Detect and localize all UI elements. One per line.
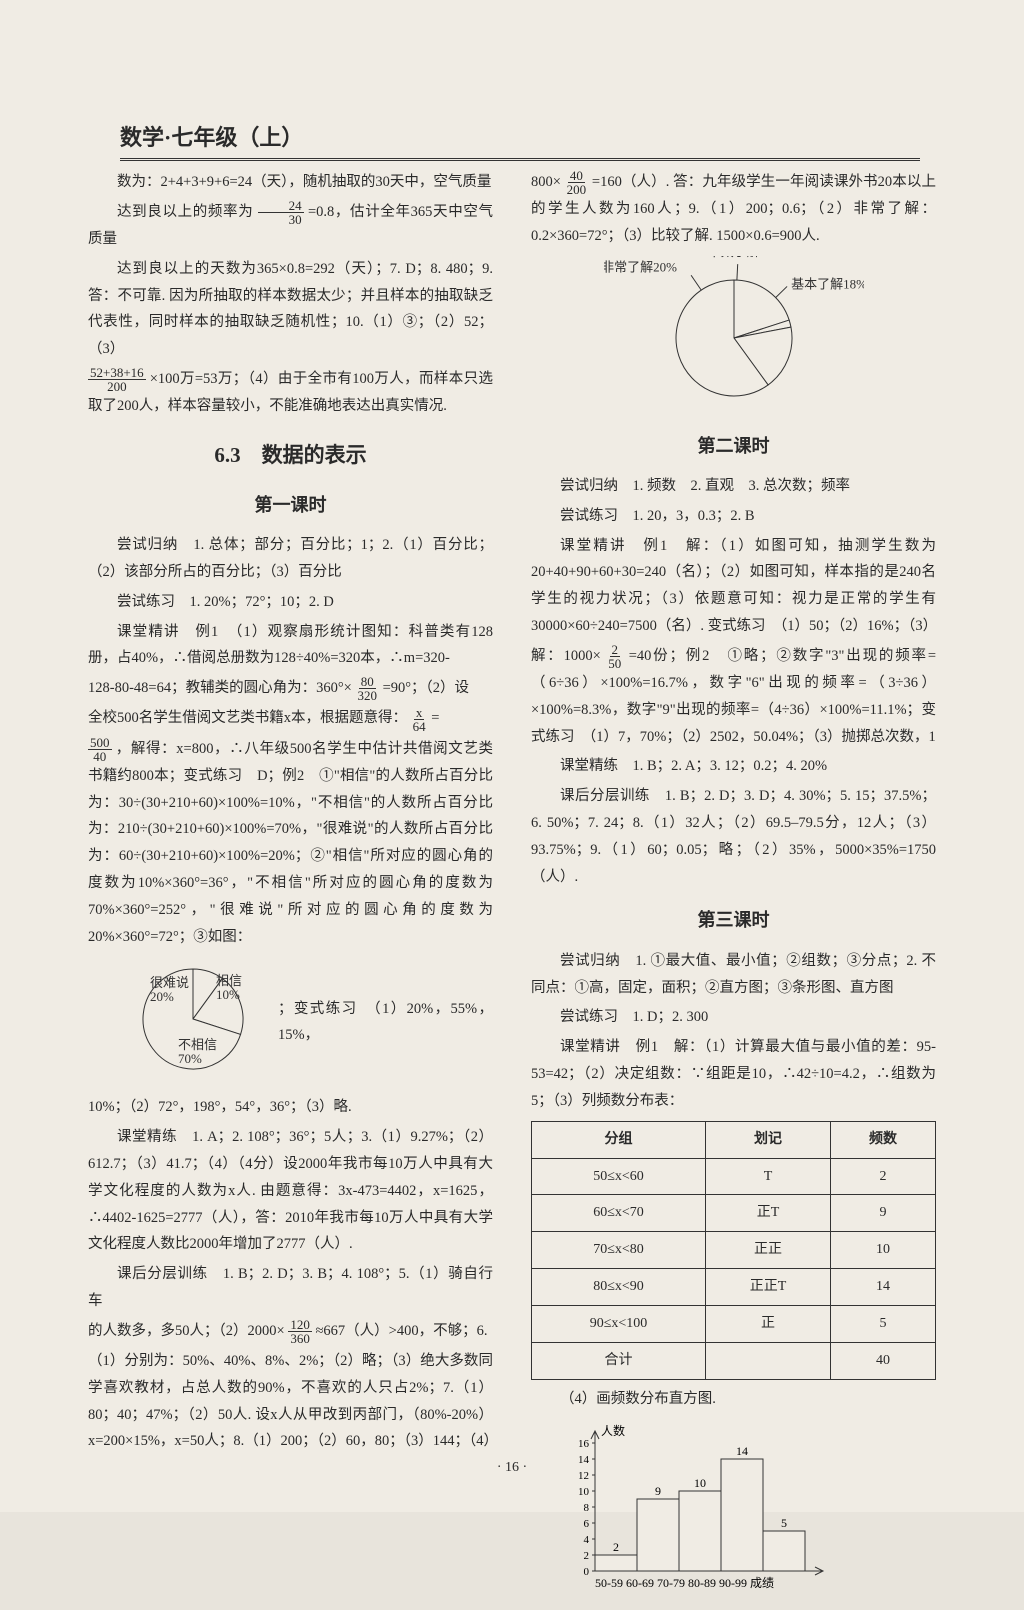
two-columns: 数为：2+4+3+9+6=24（天），随机抽取的30天中，空气质量 达到良以上的… bbox=[88, 166, 936, 1610]
fraction: 250 bbox=[606, 643, 623, 670]
text: 课堂精讲 例1 解：（1）计算最大值与最小值的差：95-53=42；（2）决定组… bbox=[531, 1034, 936, 1114]
fraction: x64 bbox=[411, 706, 428, 733]
table-header: 频数 bbox=[831, 1121, 936, 1158]
fraction: 50040 bbox=[88, 736, 112, 763]
section-title: 6.3 数据的表示 bbox=[88, 436, 493, 475]
text: 解：1000× bbox=[531, 648, 601, 664]
svg-text:基本了解18%: 基本了解18% bbox=[791, 276, 864, 291]
pie-svg-1: 相信10% 很难说20% 不相信70% bbox=[128, 957, 258, 1087]
svg-text:很难说: 很难说 bbox=[150, 975, 189, 990]
svg-text:14: 14 bbox=[736, 1444, 748, 1458]
fraction: 120360 bbox=[288, 1318, 312, 1345]
text: ≈667（人）>400，不够；6. bbox=[315, 1323, 487, 1339]
table-row: 70≤x<80正正10 bbox=[532, 1232, 936, 1269]
svg-text:2: 2 bbox=[613, 1540, 619, 1554]
svg-text:6: 6 bbox=[584, 1518, 590, 1530]
text: ；变式练习 （1）20%，55%，15%， bbox=[278, 996, 493, 1050]
lesson-title: 第一课时 bbox=[88, 489, 493, 522]
table-row: 90≤x<100正5 bbox=[532, 1306, 936, 1343]
text: ，解得：x=800，∴八年级500名学生中估计共借阅文艺类书籍约800本；变式练… bbox=[88, 741, 493, 945]
table-row: 80≤x<90正正T14 bbox=[532, 1269, 936, 1306]
text: 800× 40200 =160（人）. 答：九年级学生一年阅读课外书20本以上的… bbox=[531, 169, 936, 250]
text: 达到良以上的频率为 bbox=[117, 204, 253, 220]
text: 课后分层训练 1. B；2. D；3. D；4. 30%；5. 15；37.5%… bbox=[531, 783, 936, 890]
svg-text:0: 0 bbox=[584, 1566, 590, 1578]
text: 课堂精练 1. A；2. 108°；36°；5人；3.（1）9.27%；（2）6… bbox=[88, 1124, 493, 1258]
text: 尝试归纳 1. ①最大值、最小值；②组数；③分点；2. 不同点：①高，固定，面积… bbox=[531, 948, 936, 1002]
text: 尝试归纳 1. 频数 2. 直观 3. 总次数；频率 bbox=[531, 473, 936, 500]
histogram: 0246810121416人数291014550-59 60-69 70-79 … bbox=[559, 1421, 936, 1610]
svg-text:16: 16 bbox=[578, 1438, 590, 1450]
text: 尝试练习 1. 20，3，0.3；2. B bbox=[531, 503, 936, 530]
table-header: 分组 bbox=[532, 1121, 706, 1158]
fraction: 80320 bbox=[355, 675, 379, 702]
text: 数为：2+4+3+9+6=24（天），随机抽取的30天中，空气质量 bbox=[88, 169, 493, 196]
text: 达到良以上的频率为 2430 =0.8，估计全年365天中空气质量 bbox=[88, 199, 493, 253]
fraction: 2430 bbox=[258, 199, 304, 226]
table-row: 50≤x<60T2 bbox=[532, 1158, 936, 1195]
text: 的人数多，多50人；（2）2000× 120360 ≈667（人）>400，不够… bbox=[88, 1318, 493, 1345]
text: 128-80-48=64；教辅类的圆心角为：360°× bbox=[88, 680, 352, 696]
text: 的人数多，多50人；（2）2000× bbox=[88, 1323, 285, 1339]
text: 课堂精讲 例1 解：（1）如图可知，抽测学生数为20+40+90+60+30=2… bbox=[531, 533, 936, 640]
svg-text:不相信: 不相信 bbox=[178, 1037, 217, 1052]
page-footer: · 16 · bbox=[0, 1460, 1024, 1476]
fraction: 40200 bbox=[565, 169, 589, 196]
text: = bbox=[431, 710, 439, 726]
svg-text:10%: 10% bbox=[216, 987, 240, 1002]
svg-text:不太了解2%: 不太了解2% bbox=[707, 256, 777, 259]
pie-chart-1: 相信10% 很难说20% 不相信70% ；变式练习 （1）20%，55%，15%， bbox=[88, 953, 493, 1091]
text: 10%；（2）72°，198°，54°，36°；（3）略. bbox=[88, 1094, 493, 1121]
page-header: 数学·七年级（上） bbox=[120, 120, 920, 161]
svg-text:10: 10 bbox=[694, 1476, 706, 1490]
page: 数学·七年级（上） 数为：2+4+3+9+6=24（天），随机抽取的30天中，空… bbox=[0, 0, 1024, 1512]
text: 尝试归纳 1. 总体；部分；百分比；1；2.（1）百分比；（2）该部分所占的百分… bbox=[88, 532, 493, 586]
text: 52+38+16200 ×100万=53万；（4）由于全市有100万人，而样本只… bbox=[88, 366, 493, 420]
svg-text:4: 4 bbox=[584, 1534, 590, 1546]
lesson-title: 第三课时 bbox=[531, 904, 936, 937]
text: 全校500名学生借阅文艺类书籍x本，根据题意得： bbox=[88, 710, 407, 726]
text: 800× bbox=[531, 174, 561, 190]
text: 尝试练习 1. D；2. 300 bbox=[531, 1004, 936, 1031]
text: 解：1000× 250 =40份；例2 ①略；②数字"3"出现的频率=（6÷36… bbox=[531, 643, 936, 751]
svg-text:非常了解20%: 非常了解20% bbox=[604, 259, 677, 274]
text: 课堂精讲 例1 （1）观察扇形统计图知：科普类有128册，占40%，∴借阅总册数… bbox=[88, 619, 493, 673]
text: 尝试练习 1. 20%；72°；10；2. D bbox=[88, 589, 493, 616]
text: =90°；（2）设 bbox=[383, 680, 469, 696]
svg-text:5: 5 bbox=[781, 1516, 787, 1530]
text: 达到良以上的天数为365×0.8=292（天）；7. D；8. 480；9. 答… bbox=[88, 256, 493, 363]
right-column: 800× 40200 =160（人）. 答：九年级学生一年阅读课外书20本以上的… bbox=[531, 166, 936, 1610]
svg-text:2: 2 bbox=[584, 1550, 590, 1562]
table-row: 60≤x<70正T9 bbox=[532, 1195, 936, 1232]
svg-text:70%: 70% bbox=[178, 1051, 202, 1066]
lesson-title: 第二课时 bbox=[531, 430, 936, 463]
text: =160（人）. 答：九年级学生一年阅读课外书20本以上的学生人数为160人；9… bbox=[531, 174, 936, 244]
table-row: 合计40 bbox=[532, 1342, 936, 1379]
text: （1）分别为：50%、40%、8%、2%；（2）略；（3）绝大多数同学喜欢教材，… bbox=[88, 1348, 493, 1455]
table-header: 划记 bbox=[706, 1121, 831, 1158]
svg-text:20%: 20% bbox=[150, 989, 174, 1004]
text: 课堂精练 1. B；2. A；3. 12；0.2；4. 20% bbox=[531, 753, 936, 780]
svg-text:9: 9 bbox=[655, 1484, 661, 1498]
frequency-table: 分组划记频数50≤x<60T260≤x<70正T970≤x<80正正1080≤x… bbox=[531, 1121, 936, 1380]
text: 50040 ，解得：x=800，∴八年级500名学生中估计共借阅文艺类书籍约80… bbox=[88, 736, 493, 951]
text: ×100万=53万；（4）由于全市有100万人，而样本只选取了200人，样本容量… bbox=[88, 371, 493, 414]
text: 全校500名学生借阅文艺类书籍x本，根据题意得： x64 = bbox=[88, 705, 493, 732]
pie-chart-2: 非常了解20% 不太了解2% 基本了解18% bbox=[531, 256, 936, 416]
svg-text:人数: 人数 bbox=[601, 1423, 625, 1438]
svg-text:50-59 60-69 70-79 80-89 90-99: 50-59 60-69 70-79 80-89 90-99 成绩 bbox=[595, 1576, 774, 1590]
left-column: 数为：2+4+3+9+6=24（天），随机抽取的30天中，空气质量 达到良以上的… bbox=[88, 166, 493, 1610]
svg-text:相信: 相信 bbox=[216, 973, 242, 988]
text: 128-80-48=64；教辅类的圆心角为：360°× 80320 =90°；（… bbox=[88, 675, 493, 702]
svg-text:10: 10 bbox=[578, 1486, 590, 1498]
fraction: 52+38+16200 bbox=[88, 366, 146, 393]
text: （4）画频数分布直方图. bbox=[531, 1386, 936, 1413]
text: 课后分层训练 1. B；2. D；3. B；4. 108°；5.（1）骑自行车 bbox=[88, 1261, 493, 1315]
